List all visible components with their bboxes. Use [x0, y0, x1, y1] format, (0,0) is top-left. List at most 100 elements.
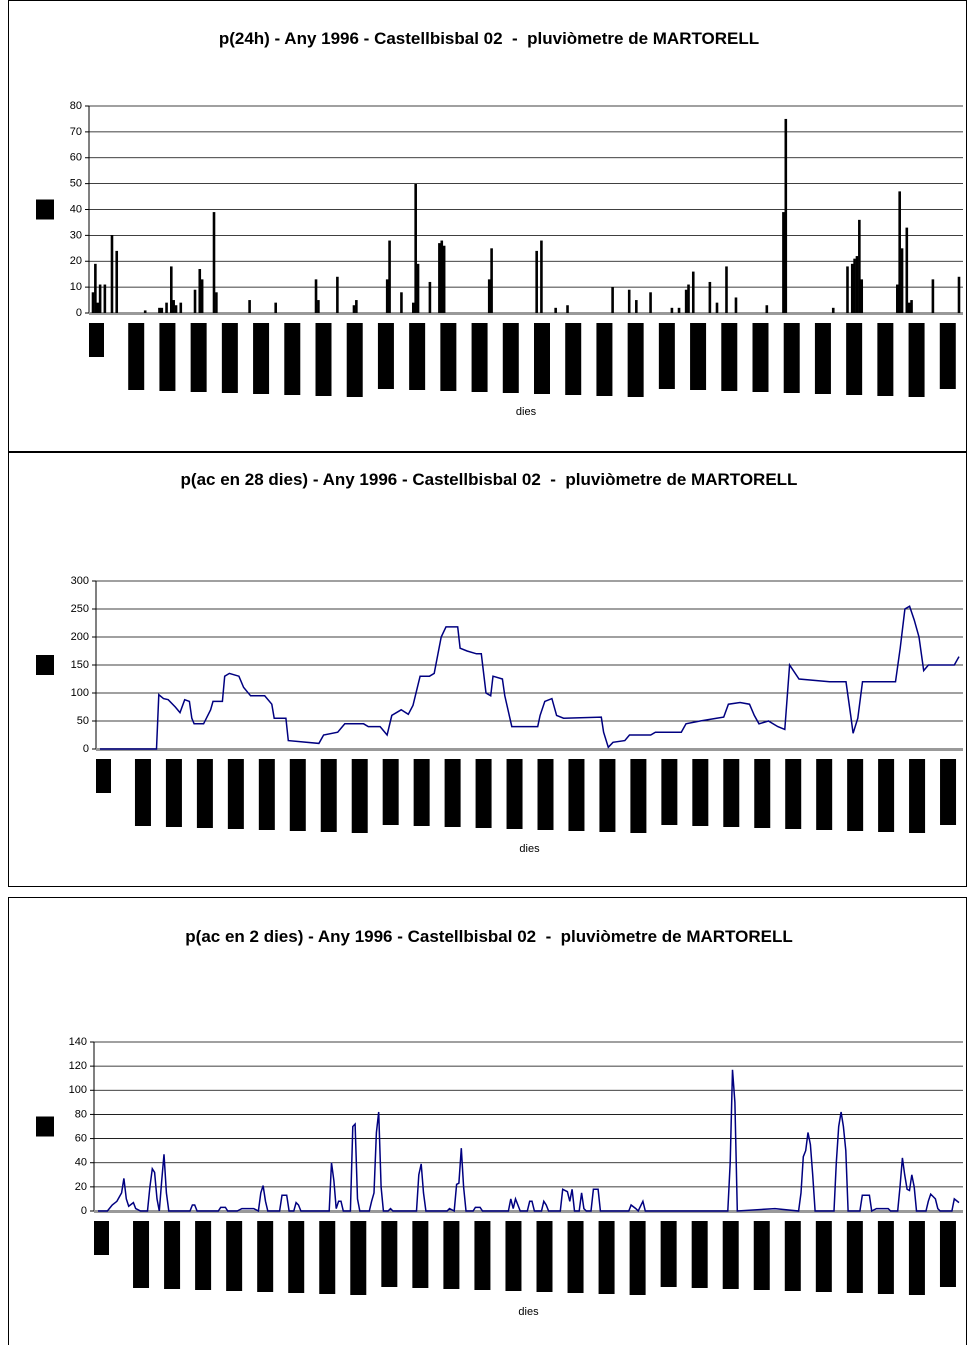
x-label-block: [565, 323, 582, 395]
x-label-block: [815, 1221, 832, 1292]
bar: [115, 250, 119, 313]
bar: [110, 235, 114, 313]
y-tick-label: 40: [75, 1157, 87, 1169]
x-label-block: [723, 759, 740, 827]
bar: [193, 289, 197, 313]
x-label-block: [785, 759, 802, 829]
y-tick-label: 0: [83, 743, 89, 755]
x-label-block: [319, 1221, 336, 1294]
bar: [212, 212, 216, 313]
x-label-block: [877, 323, 894, 396]
x-label-block: [661, 759, 678, 825]
bar: [400, 292, 403, 313]
bar: [158, 307, 161, 313]
x-label-block: [381, 1221, 398, 1287]
y-tick-label: 60: [75, 1132, 87, 1144]
bar: [684, 289, 688, 313]
x-label-block: [96, 759, 111, 793]
line: [100, 605, 960, 750]
y-tick-label: 20: [75, 1181, 87, 1193]
y-tick-label: 150: [71, 659, 89, 671]
bar: [487, 279, 491, 313]
bar: [248, 300, 251, 313]
bar: [179, 302, 183, 313]
bar: [385, 279, 389, 313]
x-label-block: [754, 759, 771, 828]
x-label-block: [164, 1221, 181, 1289]
bar: [900, 248, 904, 313]
x-label-block: [351, 759, 368, 833]
x-label-block: [159, 323, 176, 391]
x-label-block: [257, 1221, 274, 1292]
chart: 0 10 20 30 40 50 60 70 80 dies: [36, 100, 963, 418]
x-axis-label: dies: [518, 1306, 539, 1318]
x-label-block: [660, 1221, 677, 1287]
x-label-block: [630, 759, 647, 833]
chart-title: p(ac en 28 dies) - Any 1996 - Castellbis…: [180, 470, 798, 489]
y-axis-title-block: [36, 199, 54, 220]
bar: [907, 302, 911, 313]
x-label-block: [506, 759, 523, 829]
x-label-block: [253, 323, 270, 394]
bar: [853, 258, 856, 313]
bar: [94, 263, 97, 313]
bar: [931, 279, 935, 313]
bar: [708, 281, 712, 313]
x-label-block: [691, 1221, 708, 1288]
y-tick-label: 140: [69, 1036, 87, 1048]
x-label-block: [537, 759, 554, 830]
bar: [143, 310, 147, 313]
bar: [96, 302, 100, 313]
x-axis-ticks: [96, 748, 963, 751]
bar: [905, 227, 909, 313]
x-label-block: [195, 1221, 212, 1290]
x-axis-label: dies: [516, 406, 537, 418]
bar: [98, 284, 102, 313]
x-axis-ticks: [89, 312, 963, 315]
y-tick-label: 50: [77, 715, 89, 727]
bar: [627, 289, 631, 313]
x-label-block: [877, 1221, 894, 1294]
y-tick-label: 70: [70, 126, 82, 138]
y-tick-label: 100: [69, 1084, 87, 1096]
chart-title: p(ac en 2 dies) - Any 1996 - Castellbisb…: [185, 927, 793, 946]
x-label-block: [940, 759, 957, 825]
x-label-block: [289, 759, 306, 831]
x-label-block: [128, 323, 145, 390]
y-tick-label: 250: [71, 603, 89, 615]
y-tick-label: 80: [75, 1108, 87, 1120]
bar: [677, 307, 681, 313]
bar: [438, 243, 441, 313]
y-tick-label: 200: [71, 631, 89, 643]
bar: [635, 300, 638, 313]
x-label-block: [227, 759, 244, 829]
bar: [649, 292, 652, 313]
x-label-block: [350, 1221, 367, 1295]
x-label-block: [534, 323, 550, 394]
x-label-block: [226, 1221, 243, 1291]
x-label-block: [471, 323, 488, 392]
chart-title: p(24h) - Any 1996 - Castellbisbal 02 - p…: [218, 29, 760, 48]
x-label-block: [315, 323, 332, 396]
bar: [846, 266, 849, 313]
x-label-block: [939, 323, 956, 389]
x-label-block: [165, 759, 182, 827]
x-label-block: [567, 1221, 584, 1293]
x-label-block: [846, 323, 863, 395]
bar: [855, 256, 859, 313]
x-label-block: [382, 759, 399, 825]
y-tick-label: 120: [69, 1060, 87, 1072]
bar: [782, 212, 785, 313]
bar: [715, 302, 719, 313]
bar: [765, 305, 769, 313]
bar: [910, 300, 913, 313]
x-label-block: [94, 1221, 109, 1255]
bar: [540, 240, 543, 313]
bar: [172, 300, 175, 313]
x-label-block: [629, 1221, 646, 1295]
bar: [898, 191, 901, 313]
chart-panel: p(24h) - Any 1996 - Castellbisbal 02 - p…: [8, 0, 967, 452]
x-label-block: [814, 323, 831, 394]
bar: [611, 287, 614, 313]
x-label-block: [846, 1221, 863, 1293]
